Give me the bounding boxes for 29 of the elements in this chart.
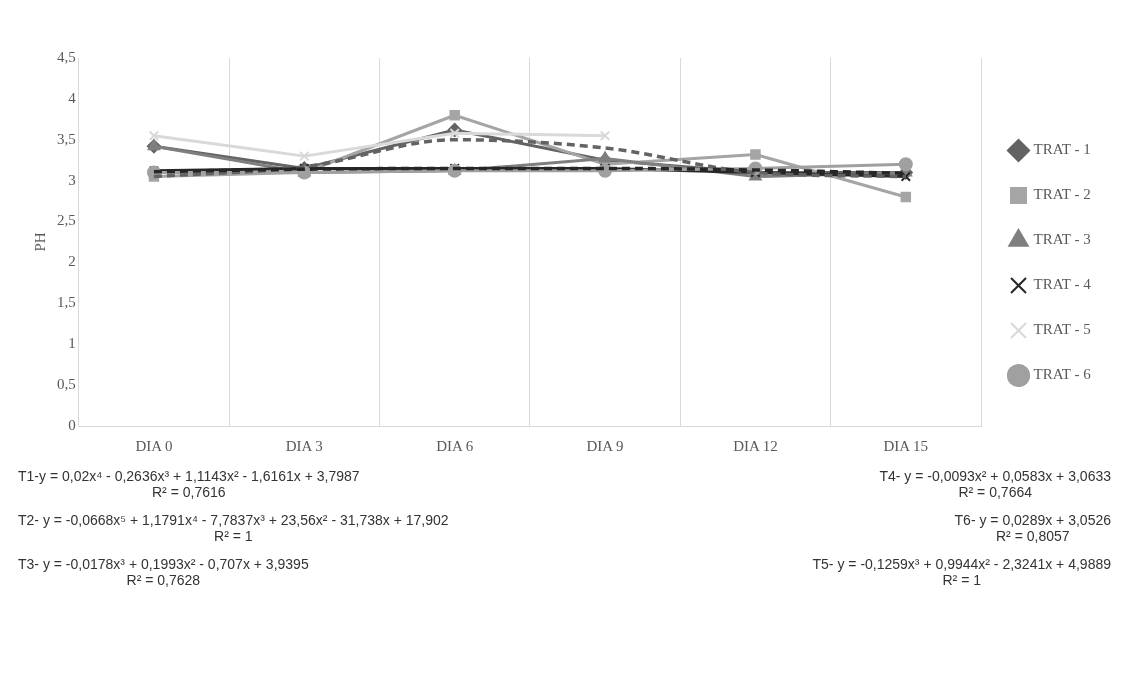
y-tick-label: 0 (68, 416, 76, 433)
x-tick-label: DIA 9 (586, 437, 624, 454)
y-tick-label: 3,5 (57, 130, 76, 147)
x-tick-label: DIA 6 (436, 437, 474, 454)
legend-label: TRAT - 2 (1033, 186, 1091, 203)
y-tick-label: 1,5 (57, 294, 76, 311)
legend-label: TRAT - 3 (1033, 231, 1091, 248)
text: T1-y = 0,02x⁴ - 0,2636x³ + 1,1143x² - 1,6161x + 3,7987 R² = 0,7616 (18, 468, 360, 500)
x-tick-label: DIA 0 (135, 437, 173, 454)
text: T3- y = -0,0178x³ + 0,1993x² - 0,707x + 3,9395 R² = 0,7628 (18, 556, 309, 588)
legend-label: TRAT - 4 (1033, 276, 1092, 293)
y-axis-title: PH (31, 232, 48, 252)
y-tick-label: 0,5 (57, 376, 76, 393)
y-tick-label: 4 (68, 89, 77, 106)
y-tick-label: 4,5 (57, 48, 76, 65)
x-tick-label: DIA 3 (285, 437, 323, 454)
x-tick-label: DIA 12 (733, 437, 778, 454)
y-tick-label: 3 (68, 171, 76, 188)
y-tick-label: 2,5 (57, 212, 76, 229)
legend-label: TRAT - 6 (1033, 366, 1092, 383)
legend-label: TRAT - 5 (1033, 321, 1091, 338)
y-tick-label: 1 (68, 335, 76, 352)
text: T5- y = -0,1259x³ + 0,9944x² - 2,3241x + 4,9889 R² = 1 (812, 556, 1111, 588)
y-tick-label: 2 (68, 253, 76, 270)
x-tick-label: DIA 15 (883, 437, 929, 454)
text: T4- y = -0,0093x² + 0,0583x + 3,0633 R² = 0,7664 (879, 468, 1111, 500)
legend-label: TRAT - 1 (1033, 141, 1091, 158)
text: T6- y = 0,0289x + 3,0526 R² = 0,8057 (954, 512, 1111, 544)
text: T2- y = -0,0668x⁵ + 1,1791x⁴ - 7,7837x³ + 23,56x² - 31,738x + 17,902 R² = 1 (18, 512, 449, 544)
